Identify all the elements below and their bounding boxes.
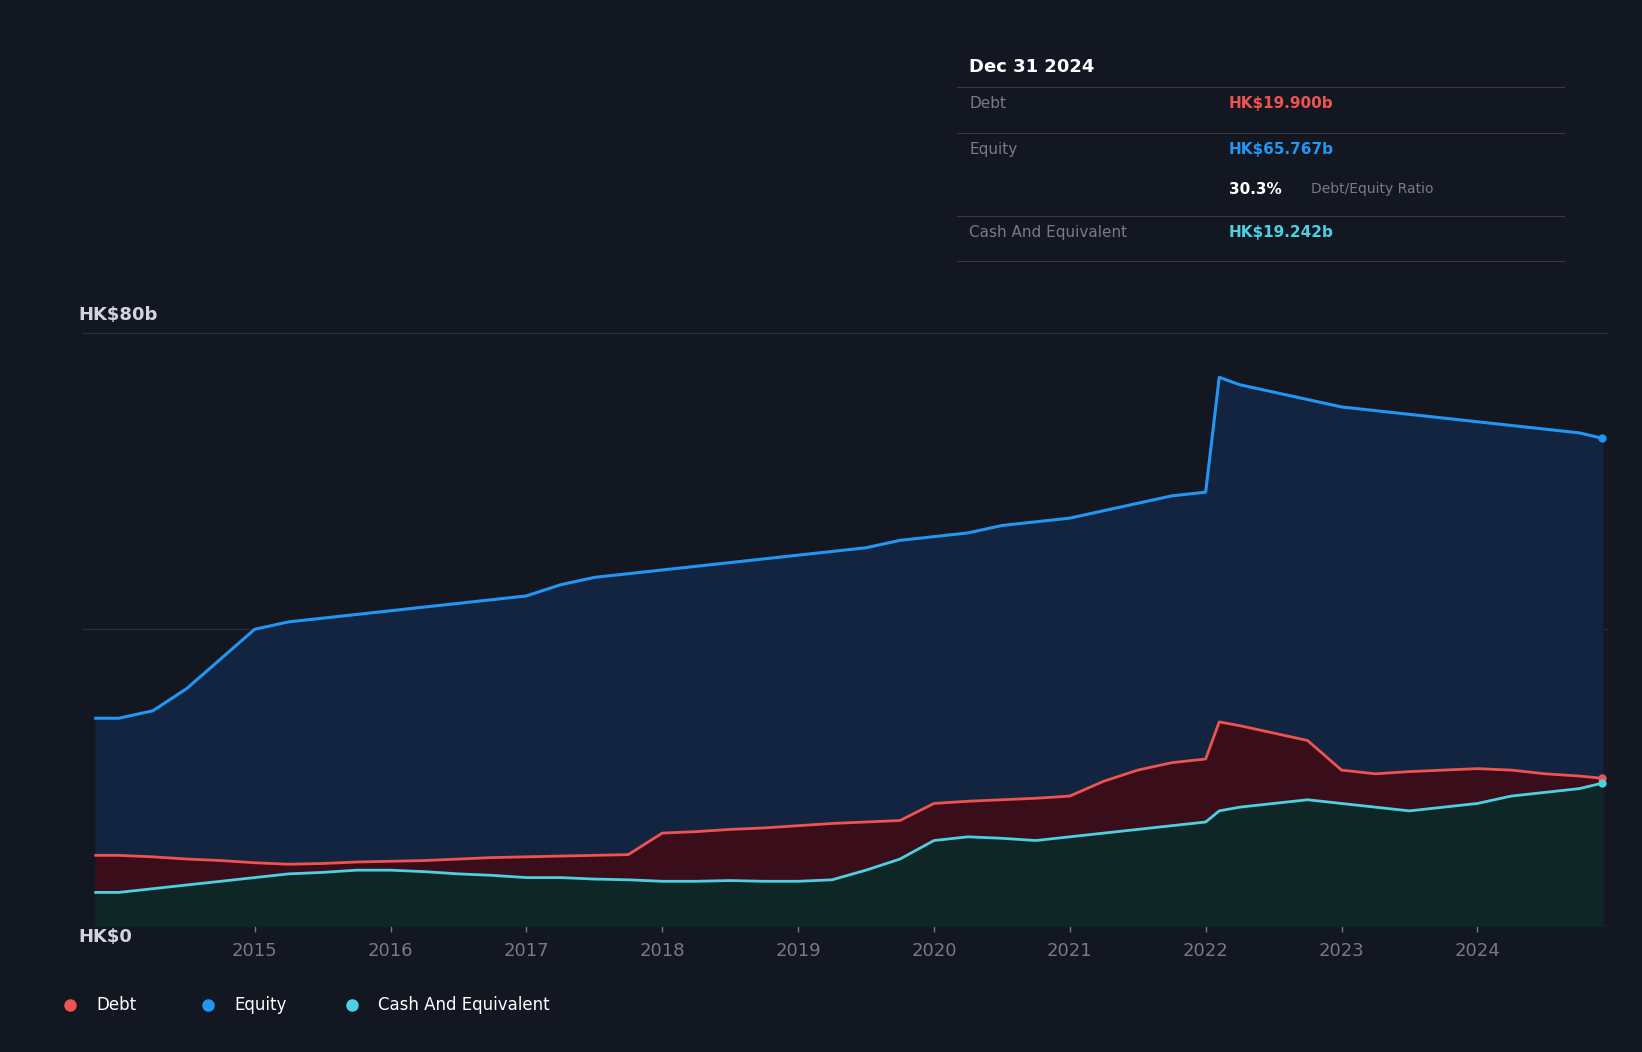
Text: HK$65.767b: HK$65.767b [1228, 142, 1333, 157]
Text: HK$80b: HK$80b [79, 306, 158, 324]
Text: Equity: Equity [969, 142, 1018, 157]
Text: Debt: Debt [95, 995, 136, 1014]
Text: Equity: Equity [235, 995, 286, 1014]
Text: Cash And Equivalent: Cash And Equivalent [378, 995, 550, 1014]
Text: Cash And Equivalent: Cash And Equivalent [969, 225, 1128, 240]
Text: Debt/Equity Ratio: Debt/Equity Ratio [1310, 182, 1433, 197]
Text: HK$19.242b: HK$19.242b [1228, 225, 1333, 240]
Text: HK$0: HK$0 [79, 928, 133, 946]
Text: 30.3%: 30.3% [1228, 182, 1281, 198]
Text: Debt: Debt [969, 97, 1007, 112]
Text: HK$19.900b: HK$19.900b [1228, 97, 1333, 112]
Text: Dec 31 2024: Dec 31 2024 [969, 58, 1095, 76]
